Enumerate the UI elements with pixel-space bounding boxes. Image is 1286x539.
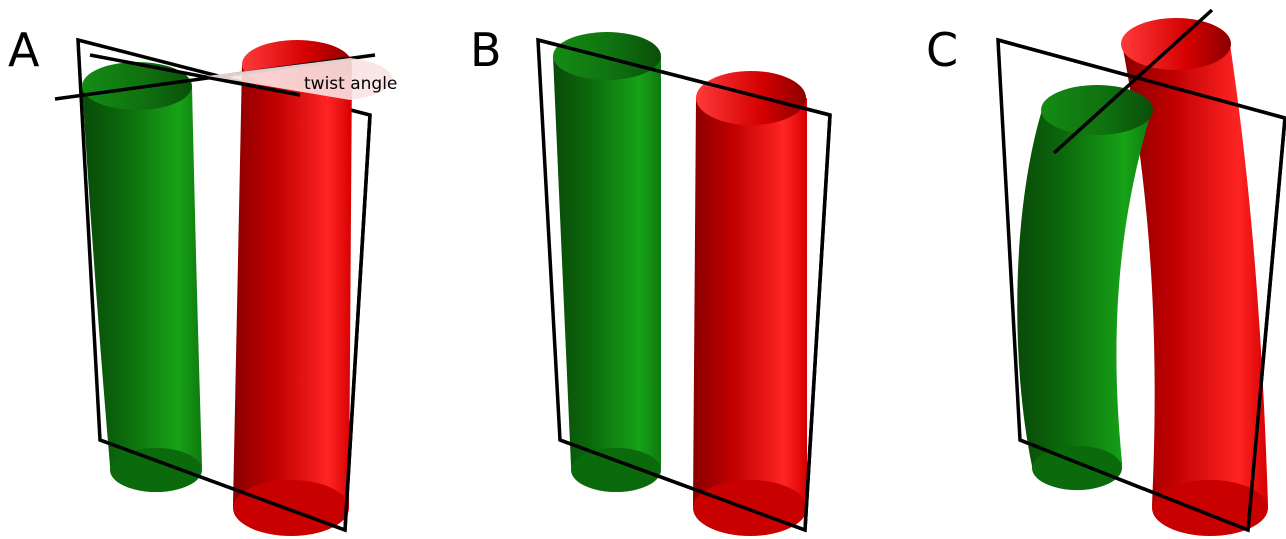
panel-label-b: B (470, 23, 502, 77)
green-helix-c (1017, 85, 1153, 491)
reference-plane-c-top-edge (997, 38, 1286, 120)
twist-angle-label: twist angle (304, 74, 397, 94)
panel-label-a: A (8, 23, 40, 77)
reference-plane-c-right-edge (1246, 117, 1286, 531)
reference-plane-b-right-edge (803, 114, 832, 531)
reference-plane-a-front-edge (99, 438, 346, 532)
helix-axis-line-c (1052, 8, 1214, 155)
reference-plane-b-top-edge (537, 38, 831, 117)
panel-a: A twist angle (8, 23, 397, 536)
red-helix-b (693, 71, 807, 536)
reference-plane-c-front-edge (1019, 438, 1249, 532)
green-helix-b (553, 32, 661, 492)
reference-plane-b-front-edge (559, 438, 806, 532)
helix-axis-line-a-2 (89, 53, 301, 97)
panel-label-c: C (926, 23, 958, 77)
panel-c: C (926, 8, 1286, 536)
reference-plane-a-right-edge (343, 114, 372, 531)
red-helix-a (233, 40, 352, 536)
green-helix-a (82, 62, 202, 492)
twist-angle-wedge (207, 58, 393, 100)
panel-b: B (470, 23, 832, 536)
red-helix-c (1121, 18, 1268, 536)
